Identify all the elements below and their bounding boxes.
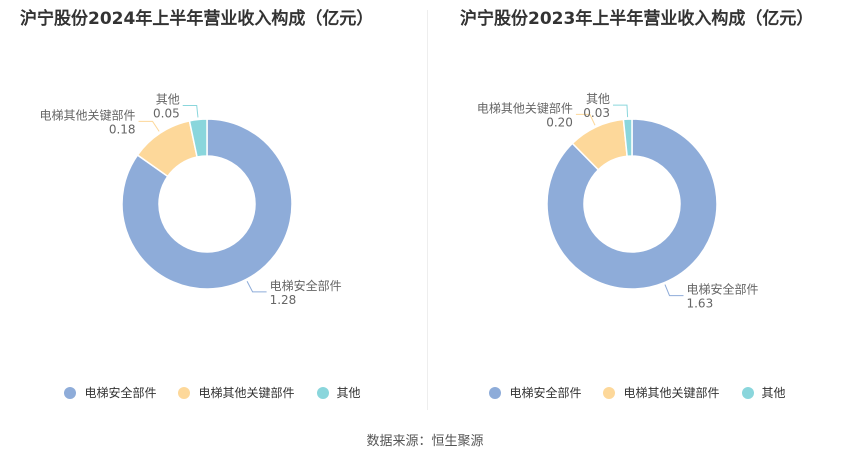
legend-2024: 电梯安全部件 电梯其他关键部件 其他 — [0, 384, 425, 401]
slice-value-other-key-parts: 0.20 — [546, 115, 573, 129]
slice-label-other: 其他 — [586, 92, 610, 106]
leader-line-other — [612, 104, 629, 118]
legend-dot-icon — [741, 386, 754, 399]
donut-slice-elevator-safety[interactable] — [121, 118, 293, 290]
chart-title-2023: 沪宁股份2023年上半年营业收入构成（亿元） — [460, 9, 814, 29]
chart-title-2024: 沪宁股份2024年上半年营业收入构成（亿元） — [20, 9, 374, 29]
slice-label-elevator-safety: 电梯安全部件 — [686, 282, 758, 297]
legend-dot-icon — [489, 386, 502, 399]
slice-value-other: 0.05 — [153, 107, 180, 121]
legend-2023: 电梯安全部件 电梯其他关键部件 其他 — [425, 384, 850, 401]
slice-value-other: 0.03 — [583, 106, 610, 120]
slice-label-other-key-parts: 电梯其他关键部件 — [477, 100, 573, 115]
slice-label-elevator-safety: 电梯安全部件 — [270, 278, 342, 293]
legend-label: 其他 — [761, 386, 786, 400]
legend-dot-icon — [603, 386, 616, 399]
slice-value-other-key-parts: 0.18 — [109, 122, 136, 136]
leader-line-other-key-parts — [138, 120, 160, 132]
slice-value-elevator-safety: 1.28 — [270, 293, 297, 307]
slice-label-other-key-parts: 电梯其他关键部件 — [40, 107, 136, 122]
legend-label: 电梯安全部件 — [509, 386, 582, 400]
donut-slice-other[interactable] — [188, 118, 208, 158]
slice-value-elevator-safety: 1.63 — [686, 297, 713, 311]
chart-2023-panel: 沪宁股份2023年上半年营业收入构成（亿元） 电梯安全部件 1.63 电梯其他关键部… — [425, 0, 850, 420]
legend-item-elevator-safety[interactable]: 电梯安全部件 — [489, 384, 581, 401]
leader-line-elevator-safety — [246, 280, 267, 293]
legend-item-elevator-safety[interactable]: 电梯安全部件 — [64, 384, 156, 401]
legend-item-other-key-parts[interactable]: 电梯其他关键部件 — [178, 384, 295, 401]
slice-label-other: 其他 — [156, 93, 180, 107]
legend-item-other[interactable]: 其他 — [741, 384, 786, 401]
panel-divider — [427, 10, 428, 410]
legend-item-other-key-parts[interactable]: 电梯其他关键部件 — [603, 384, 720, 401]
leader-line-other — [182, 105, 199, 118]
legend-label: 电梯其他关键部件 — [623, 386, 720, 400]
leader-line-elevator-safety — [664, 284, 684, 297]
donut-slice-other[interactable] — [622, 118, 633, 158]
legend-dot-icon — [178, 386, 191, 399]
legend-dot-icon — [64, 386, 77, 399]
leader-line-other-key-parts — [575, 113, 596, 126]
chart-2024-panel: 沪宁股份2024年上半年营业收入构成（亿元） 电梯安全部件 1.28 电梯其他关键部… — [0, 0, 425, 420]
legend-label: 电梯其他关键部件 — [198, 386, 295, 400]
legend-label: 其他 — [336, 386, 361, 400]
legend-dot-icon — [316, 386, 329, 399]
legend-label: 电梯安全部件 — [84, 386, 157, 400]
data-source-note: 数据来源：恒生聚源 — [366, 434, 484, 449]
legend-item-other[interactable]: 其他 — [316, 384, 361, 401]
